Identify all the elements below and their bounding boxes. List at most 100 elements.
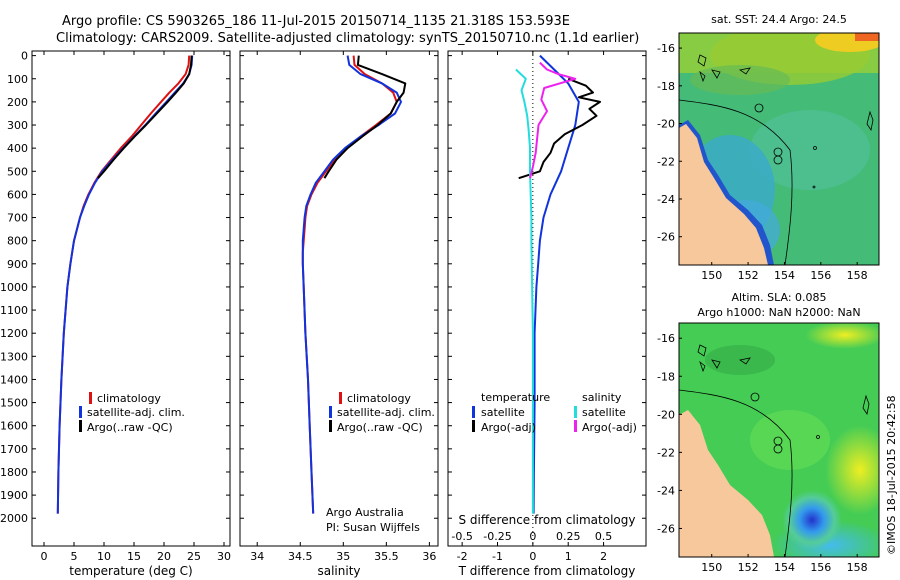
map-x-tick-label: 158 <box>847 269 868 282</box>
x-tick-label-salinity: -0.5 <box>451 530 472 543</box>
sst-map-title: sat. SST: 24.4 Argo: 24.5 <box>711 13 847 26</box>
y-tick-label: 1900 <box>0 489 28 502</box>
legend-title-temperature: temperature <box>481 391 550 404</box>
map-y-tick-label: -24 <box>657 193 675 206</box>
legend-swatch-argo <box>329 420 332 432</box>
legend-swatch-satellite <box>329 406 332 418</box>
x-tick-label: 25 <box>187 550 201 563</box>
y-tick-label: 700 <box>7 212 28 225</box>
sla-map-image <box>679 323 879 557</box>
salinity-plot: 34 34.5 35 35.5 36 <box>250 51 436 563</box>
salinity-xlabel: salinity <box>317 564 360 578</box>
sla-map-frame <box>678 322 880 558</box>
y-tick-label: 400 <box>7 142 28 155</box>
legend-label: climatology <box>347 392 411 405</box>
y-tick-label: 1400 <box>0 373 28 386</box>
y-tick-label: 600 <box>7 188 28 201</box>
x-tick-label-salinity: 0 <box>529 530 536 543</box>
series-line-climatology <box>301 55 398 514</box>
legend-label: Argo(..raw -QC) <box>87 421 173 434</box>
legend-swatch-climatology <box>339 392 342 404</box>
x-tick-label: 15 <box>127 550 141 563</box>
sla-map-subtitle: Argo h1000: NaN h2000: NaN <box>697 306 860 319</box>
y-tick-label: 1200 <box>0 327 28 340</box>
argo-australia-label: Argo Australia <box>326 506 404 519</box>
header-line2: Climatology: CARS2009. Satellite-adjuste… <box>56 31 639 46</box>
difference-xlabel-s: S difference from climatology <box>459 513 636 527</box>
credit-text: ©IMOS 18-Jul-2015 20:42:58 <box>885 395 898 555</box>
x-tick-label: 35 <box>336 550 350 563</box>
temperature-panel <box>31 50 231 547</box>
x-tick-label: 36 <box>422 550 436 563</box>
y-tick-label: 500 <box>7 165 28 178</box>
legend-label: Argo(-adj) <box>481 421 536 434</box>
sla-map-title: Altim. SLA: 0.085 <box>731 291 826 304</box>
map-x-tick-label: 150 <box>701 269 722 282</box>
temperature-xlabel: temperature (deg C) <box>69 564 192 578</box>
legend-label: satellite-adj. clim. <box>337 406 435 419</box>
x-tick-label: 34 <box>250 550 264 563</box>
y-tick-label: 200 <box>7 96 28 109</box>
sla-map-axes: 150 152 154 156 158 -16 -18 -20 -22 -24 -26 <box>657 332 868 574</box>
pi-label: PI: Susan Wijffels <box>326 521 420 534</box>
series-line-t-argo-adj- <box>518 77 601 180</box>
map-x-tick-label: 152 <box>738 561 759 574</box>
y-tick-label: 1000 <box>0 281 28 294</box>
map-y-tick-label: -16 <box>657 332 675 345</box>
map-x-tick-label: 156 <box>810 269 831 282</box>
legend-label: Argo(-adj) <box>582 421 637 434</box>
series-line-satellite-adj-clim- <box>301 55 402 514</box>
y-tick-label: 800 <box>7 235 28 248</box>
legend-label: Argo(..raw -QC) <box>337 421 423 434</box>
y-tick-label: 300 <box>7 119 28 132</box>
y-tick-label: 1500 <box>0 397 28 410</box>
difference-panel <box>447 50 647 547</box>
series-line-satellite-adj-clim- <box>56 55 194 514</box>
legend-title-salinity: salinity <box>582 391 622 404</box>
x-tick-label: 34.5 <box>288 550 313 563</box>
map-x-tick-label: 150 <box>701 561 722 574</box>
difference-legend: temperature satellite Argo(-adj) salinit… <box>472 391 637 434</box>
x-tick-label: 1 <box>565 550 572 563</box>
temperature-legend: climatology satellite-adj. clim. Argo(..… <box>79 392 185 434</box>
x-tick-label: 20 <box>157 550 171 563</box>
map-x-tick-label: 154 <box>774 269 795 282</box>
legend-swatch-satellite <box>79 406 82 418</box>
salinity-panel <box>239 50 439 547</box>
map-y-tick-label: -16 <box>657 42 675 55</box>
y-tick-label: 1700 <box>0 443 28 456</box>
sst-map-frame <box>678 32 880 266</box>
header-line1: Argo profile: CS 5903265_186 11-Jul-2015… <box>62 14 570 29</box>
series-line-s-argo-adj- <box>529 61 577 179</box>
map-x-tick-label: 156 <box>810 561 831 574</box>
map-y-tick-label: -24 <box>657 484 675 497</box>
series-line-s-satellite <box>515 68 534 514</box>
y-tick-label: 1800 <box>0 466 28 479</box>
series-line-climatology <box>56 55 191 514</box>
x-tick-label: -2 <box>457 550 468 563</box>
map-x-tick-label: 152 <box>738 269 759 282</box>
x-tick-label-salinity: 0.25 <box>556 530 581 543</box>
legend-label: satellite <box>481 406 525 419</box>
map-y-tick-label: -20 <box>657 118 675 131</box>
y-tick-label: 1300 <box>0 350 28 363</box>
x-tick-label: 30 <box>217 550 231 563</box>
y-tick-label: 900 <box>7 258 28 271</box>
legend-label: satellite-adj. clim. <box>87 406 185 419</box>
map-x-tick-label: 154 <box>774 561 795 574</box>
map-x-tick-label: 158 <box>847 561 868 574</box>
x-tick-label: 2 <box>600 550 607 563</box>
sst-map-image <box>679 33 879 265</box>
depth-axis: 0 100 200 300 400 500 600 700 800 900 1000 1100 1200… <box>0 50 646 525</box>
y-tick-label: 2000 <box>0 512 28 525</box>
map-y-tick-label: -22 <box>657 155 675 168</box>
legend-swatch-climatology <box>89 392 92 404</box>
map-y-tick-label: -26 <box>657 231 675 244</box>
temperature-plot: 0 5 10 15 20 25 30 <box>41 51 231 563</box>
map-y-tick-label: -26 <box>657 522 675 535</box>
difference-xlabel-t: T difference from climatology <box>458 564 636 578</box>
series-line-argo-raw-qc- <box>323 55 407 179</box>
salinity-legend: climatology satellite-adj. clim. Argo(..… <box>329 392 435 434</box>
sst-map-axes: 150 152 154 156 158 -16 -18 -20 -22 -24 -26 <box>657 42 868 282</box>
